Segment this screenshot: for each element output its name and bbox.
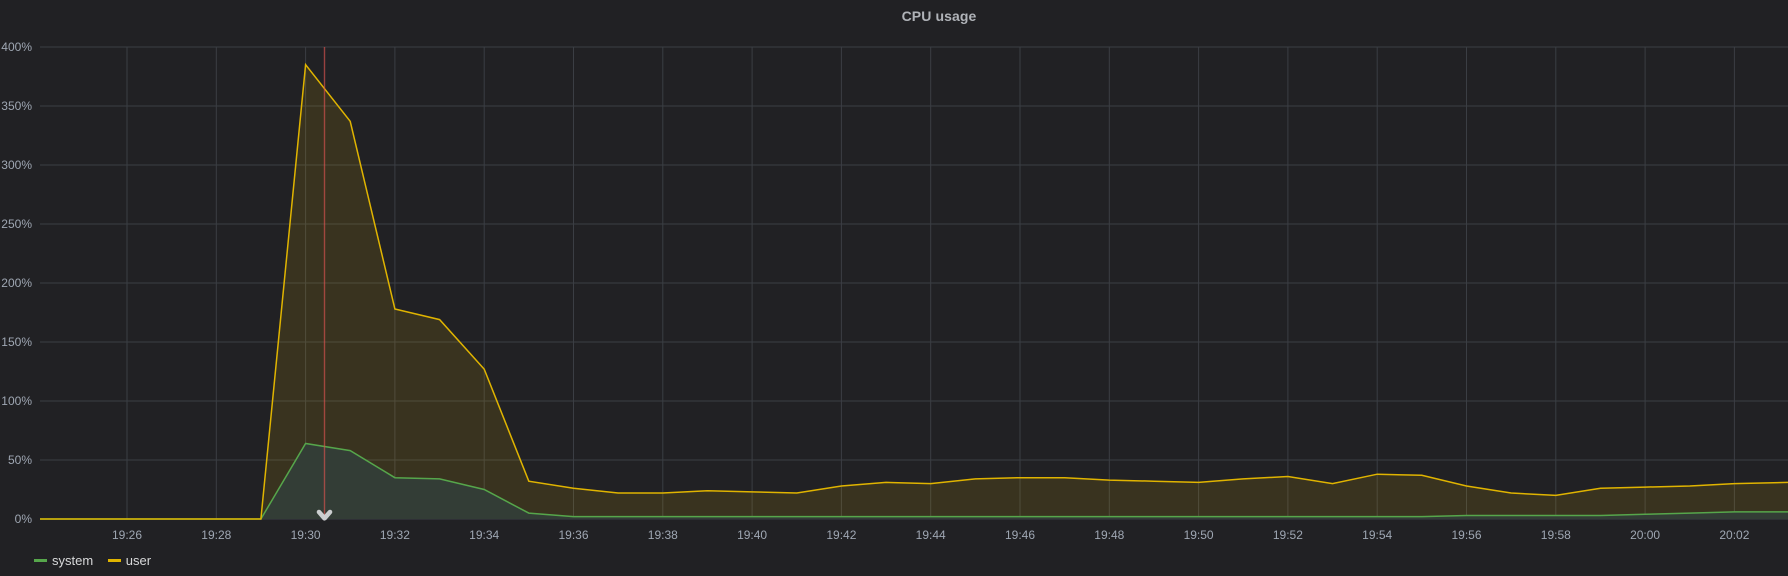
svg-text:100%: 100% <box>1 394 32 408</box>
svg-text:200%: 200% <box>1 276 32 290</box>
svg-text:19:48: 19:48 <box>1094 528 1124 542</box>
svg-text:0%: 0% <box>15 512 33 526</box>
svg-text:19:56: 19:56 <box>1451 528 1481 542</box>
svg-text:19:34: 19:34 <box>469 528 499 542</box>
svg-text:150%: 150% <box>1 335 32 349</box>
svg-text:20:00: 20:00 <box>1630 528 1660 542</box>
svg-text:19:30: 19:30 <box>291 528 321 542</box>
svg-text:19:52: 19:52 <box>1273 528 1303 542</box>
svg-text:19:54: 19:54 <box>1362 528 1392 542</box>
svg-text:250%: 250% <box>1 217 32 231</box>
svg-text:19:58: 19:58 <box>1541 528 1571 542</box>
svg-text:19:50: 19:50 <box>1184 528 1214 542</box>
svg-text:19:28: 19:28 <box>201 528 231 542</box>
svg-text:19:26: 19:26 <box>112 528 142 542</box>
svg-text:350%: 350% <box>1 99 32 113</box>
svg-text:19:38: 19:38 <box>648 528 678 542</box>
svg-text:50%: 50% <box>8 453 32 467</box>
svg-text:400%: 400% <box>1 40 32 54</box>
svg-text:19:46: 19:46 <box>1005 528 1035 542</box>
svg-text:19:42: 19:42 <box>826 528 856 542</box>
svg-text:19:32: 19:32 <box>380 528 410 542</box>
svg-text:19:40: 19:40 <box>737 528 767 542</box>
svg-text:19:36: 19:36 <box>558 528 588 542</box>
svg-text:19:44: 19:44 <box>916 528 946 542</box>
svg-text:20:02: 20:02 <box>1719 528 1749 542</box>
svg-text:300%: 300% <box>1 158 32 172</box>
